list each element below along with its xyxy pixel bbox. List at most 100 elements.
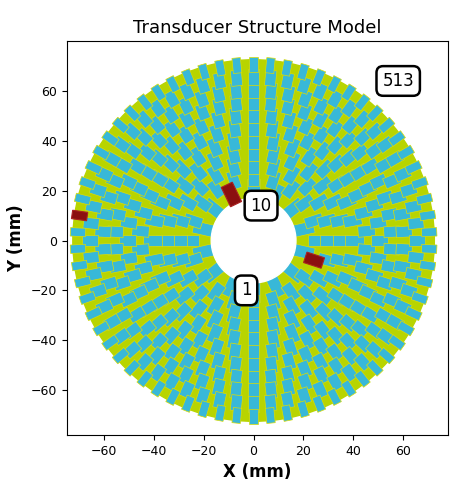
Bar xyxy=(381,208,398,222)
Bar xyxy=(354,110,372,128)
Bar xyxy=(354,205,373,220)
Bar xyxy=(150,270,171,287)
Bar xyxy=(206,164,225,186)
Bar xyxy=(303,252,324,268)
Bar xyxy=(298,130,317,151)
Bar xyxy=(300,314,319,335)
Bar xyxy=(296,76,312,94)
Bar xyxy=(320,235,339,246)
Bar xyxy=(206,150,224,172)
Bar xyxy=(100,276,118,291)
Bar xyxy=(265,408,275,424)
Bar xyxy=(349,300,369,318)
Bar xyxy=(163,119,182,138)
Bar xyxy=(226,157,242,178)
Bar xyxy=(411,176,428,190)
Bar xyxy=(172,302,192,322)
Bar xyxy=(404,200,422,213)
Bar xyxy=(265,382,278,399)
Y-axis label: Y (mm): Y (mm) xyxy=(7,204,25,272)
Bar xyxy=(177,124,195,144)
Bar xyxy=(312,286,334,306)
Bar xyxy=(192,194,213,213)
Bar xyxy=(266,330,280,349)
Bar xyxy=(160,308,180,327)
Bar xyxy=(134,205,153,220)
Bar xyxy=(232,58,242,74)
Bar xyxy=(281,60,293,76)
Bar xyxy=(138,300,157,318)
Bar xyxy=(177,96,194,116)
Bar xyxy=(248,396,259,411)
Bar xyxy=(124,105,141,122)
Bar xyxy=(283,150,301,172)
Bar xyxy=(312,176,334,196)
Bar xyxy=(113,190,131,206)
Bar xyxy=(123,340,142,359)
Bar xyxy=(313,336,331,356)
Bar xyxy=(381,260,398,274)
Bar xyxy=(341,84,356,102)
Bar xyxy=(168,235,187,246)
Bar xyxy=(388,334,405,350)
Bar xyxy=(147,116,166,134)
Bar xyxy=(249,408,258,424)
Bar xyxy=(149,332,168,351)
Bar xyxy=(416,276,433,288)
Bar xyxy=(393,208,411,221)
Bar xyxy=(209,338,225,358)
Bar xyxy=(162,105,180,124)
Bar xyxy=(192,244,216,260)
Bar xyxy=(374,307,394,324)
Bar xyxy=(107,226,124,238)
Bar xyxy=(248,178,260,200)
Bar xyxy=(313,96,330,116)
Bar xyxy=(365,340,384,359)
Bar xyxy=(228,119,242,138)
Bar xyxy=(282,296,301,317)
Bar xyxy=(129,180,149,196)
Bar xyxy=(149,363,167,382)
Bar xyxy=(265,82,278,100)
Bar xyxy=(376,276,394,291)
Bar xyxy=(95,244,111,255)
Bar xyxy=(313,320,333,340)
Bar xyxy=(378,348,395,364)
Bar xyxy=(264,394,277,411)
Bar xyxy=(343,214,363,228)
Bar xyxy=(138,164,157,182)
Bar xyxy=(70,228,86,237)
Bar xyxy=(266,316,281,337)
Bar xyxy=(384,226,400,238)
Bar xyxy=(193,346,210,365)
Bar xyxy=(215,405,226,421)
Bar xyxy=(248,118,259,136)
Bar xyxy=(376,328,395,345)
Bar xyxy=(339,148,359,168)
Bar xyxy=(182,395,195,412)
Bar xyxy=(312,395,326,412)
Bar xyxy=(209,124,225,143)
Bar xyxy=(191,130,208,151)
Bar xyxy=(148,294,169,312)
Bar xyxy=(163,343,182,362)
Bar xyxy=(388,130,405,146)
Bar xyxy=(182,68,195,86)
Bar xyxy=(123,268,142,283)
Bar xyxy=(119,291,138,308)
Bar xyxy=(298,346,314,365)
Bar xyxy=(314,302,335,322)
Bar xyxy=(207,136,223,158)
Bar xyxy=(134,261,153,276)
Bar xyxy=(313,366,330,385)
Bar xyxy=(409,235,425,246)
Bar xyxy=(265,290,281,312)
Bar xyxy=(298,116,314,136)
Bar xyxy=(112,328,131,345)
Bar xyxy=(365,268,384,283)
Bar xyxy=(227,132,241,152)
Bar xyxy=(340,99,359,118)
Bar xyxy=(369,216,387,229)
Bar xyxy=(179,82,195,100)
Bar xyxy=(177,193,198,212)
